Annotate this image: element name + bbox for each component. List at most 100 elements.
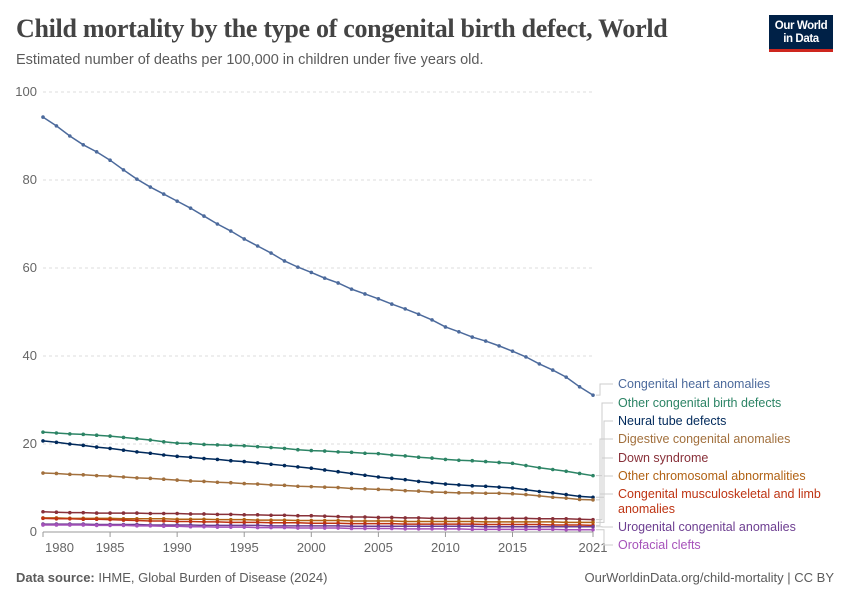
data-point [577,471,582,476]
data-point [121,518,126,522]
series-line [43,524,593,531]
data-point [322,468,327,472]
data-point [524,355,528,359]
data-point [215,520,220,524]
data-point [269,520,273,525]
data-point [363,487,367,491]
data-point [242,525,247,529]
data-point [202,456,206,461]
data-point [403,488,407,493]
data-point [54,517,59,521]
data-point [537,362,542,366]
x-tick-label: 2010 [431,540,460,555]
data-point [510,520,515,524]
data-point [577,520,582,525]
data-point [175,441,179,445]
data-point [336,281,340,285]
data-point [322,514,327,518]
data-point [322,521,327,525]
y-tick-label: 60 [23,260,37,275]
data-point [564,517,568,521]
data-point [68,134,72,138]
data-point [108,158,112,162]
data-point [470,484,475,488]
legend-label: Urogenital congenital anomalies [618,520,796,534]
data-point [591,495,595,500]
data-point [202,524,206,529]
data-point [94,517,99,522]
data-point [282,520,287,525]
data-point [255,461,260,465]
data-point [269,462,273,467]
data-point [483,484,488,489]
data-point [309,526,314,530]
data-point [416,519,421,524]
data-point [376,515,381,520]
data-point [443,516,448,521]
data-point [148,438,153,442]
data-source-text[interactable]: IHME, Global Burden of Disease (2024) [98,570,328,585]
x-tick-label: 1985 [96,540,125,555]
data-point [403,527,407,531]
data-point [510,486,515,490]
data-point [524,463,528,468]
data-point [68,432,72,436]
data-point [135,476,139,480]
data-point [591,528,595,532]
data-point [202,520,206,524]
data-point [81,517,86,522]
data-point [550,495,555,500]
data-point [94,511,99,515]
data-point [443,490,448,495]
data-point [510,461,515,466]
data-point [457,491,461,495]
data-source-label: Data source: [16,570,95,585]
data-point [550,491,555,495]
owid-logo[interactable]: Our World in Data [769,15,833,52]
data-point [269,251,273,255]
y-tick-label: 20 [23,436,37,451]
legend-connector [596,475,613,523]
data-point [336,450,340,454]
legend-label: Congenital heart anomalies [618,377,770,391]
data-point [215,443,220,447]
data-point [457,527,461,531]
data-point [510,349,515,353]
data-point [255,444,260,449]
data-point [376,451,381,456]
data-point [202,214,206,218]
data-point [54,124,59,128]
data-point [41,430,45,434]
data-point [524,527,528,532]
data-point [68,442,72,446]
data-point [564,528,568,532]
data-point [242,517,247,522]
legend-label: Neural tube defects [618,414,726,428]
data-point [255,520,260,525]
data-point [510,491,515,496]
y-tick-label: 0 [30,524,37,539]
footer-link[interactable]: OurWorldinData.org/child-mortality | CC … [584,570,835,585]
data-point [41,509,45,514]
data-point [161,524,166,529]
data-point [322,276,327,280]
data-point [188,524,193,529]
data-point [349,471,354,476]
data-point [242,459,247,464]
data-point [296,484,300,489]
data-point [430,318,434,322]
data-point [564,524,568,529]
data-point [497,516,501,521]
data-point [349,526,354,531]
data-point [188,519,193,524]
data-point [175,199,179,203]
data-point [148,476,153,481]
data-point [108,446,112,451]
data-point [376,526,381,531]
data-point [269,513,273,518]
data-point [215,525,220,529]
data-point [483,491,488,496]
x-tick-label: 2021 [579,540,608,555]
data-point [564,496,568,500]
data-point [349,450,354,455]
